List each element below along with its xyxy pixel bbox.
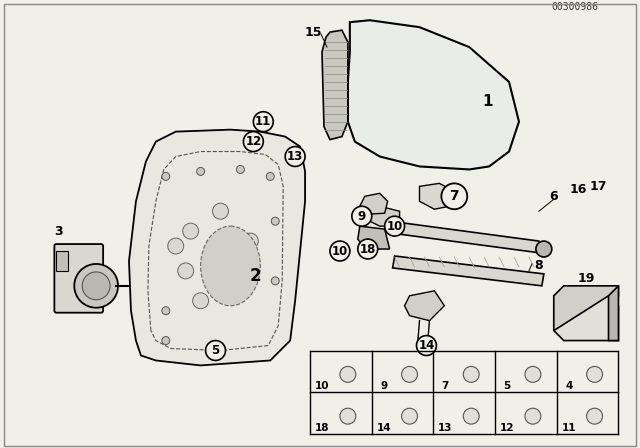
- Text: 9: 9: [380, 381, 387, 391]
- Text: 6: 6: [550, 190, 558, 203]
- Circle shape: [162, 336, 170, 345]
- Polygon shape: [392, 256, 544, 286]
- Polygon shape: [348, 20, 519, 169]
- Text: 17: 17: [590, 180, 607, 193]
- Text: 10: 10: [387, 220, 403, 233]
- Text: 1: 1: [482, 94, 492, 109]
- Text: 14: 14: [376, 423, 391, 433]
- Text: 16: 16: [570, 183, 588, 196]
- Circle shape: [417, 336, 436, 355]
- Text: 2: 2: [250, 267, 261, 285]
- Circle shape: [253, 112, 273, 132]
- Polygon shape: [360, 194, 388, 214]
- Circle shape: [525, 408, 541, 424]
- Polygon shape: [358, 226, 390, 249]
- Circle shape: [205, 340, 225, 361]
- Circle shape: [442, 183, 467, 209]
- Circle shape: [587, 408, 602, 424]
- Circle shape: [285, 146, 305, 167]
- Text: 10: 10: [315, 381, 329, 391]
- Circle shape: [330, 241, 350, 261]
- Polygon shape: [404, 291, 444, 321]
- Circle shape: [463, 366, 479, 382]
- Polygon shape: [322, 30, 348, 140]
- Circle shape: [212, 203, 228, 219]
- Polygon shape: [554, 286, 618, 331]
- Circle shape: [182, 223, 198, 239]
- Circle shape: [236, 165, 244, 173]
- Text: 10: 10: [332, 245, 348, 258]
- Circle shape: [536, 241, 552, 257]
- Text: 8: 8: [534, 259, 543, 272]
- Circle shape: [352, 206, 372, 226]
- Text: 14: 14: [419, 339, 435, 352]
- Text: 00300986: 00300986: [552, 2, 598, 12]
- Circle shape: [82, 272, 110, 300]
- Circle shape: [340, 408, 356, 424]
- Text: 3: 3: [54, 224, 63, 237]
- Circle shape: [243, 233, 259, 249]
- Polygon shape: [609, 286, 618, 340]
- Polygon shape: [554, 296, 618, 340]
- FancyBboxPatch shape: [54, 244, 103, 313]
- Circle shape: [401, 408, 417, 424]
- Circle shape: [340, 366, 356, 382]
- Polygon shape: [370, 206, 399, 226]
- Text: 12: 12: [245, 135, 262, 148]
- Text: 11: 11: [561, 423, 576, 433]
- Circle shape: [162, 172, 170, 181]
- Circle shape: [525, 366, 541, 382]
- Circle shape: [271, 217, 279, 225]
- Circle shape: [266, 172, 274, 181]
- Text: 13: 13: [287, 150, 303, 163]
- Text: 7: 7: [449, 190, 459, 203]
- Circle shape: [358, 239, 378, 259]
- Polygon shape: [129, 129, 305, 366]
- Circle shape: [178, 263, 194, 279]
- Text: 15: 15: [304, 26, 322, 39]
- Circle shape: [463, 408, 479, 424]
- Circle shape: [243, 132, 263, 151]
- Circle shape: [196, 168, 205, 176]
- Circle shape: [162, 307, 170, 314]
- Circle shape: [193, 293, 209, 309]
- Circle shape: [401, 366, 417, 382]
- Circle shape: [385, 216, 404, 236]
- Circle shape: [587, 366, 602, 382]
- Polygon shape: [390, 221, 541, 253]
- Text: 19: 19: [578, 272, 595, 285]
- Circle shape: [271, 277, 279, 285]
- Text: 18: 18: [315, 423, 329, 433]
- Text: 13: 13: [438, 423, 452, 433]
- Ellipse shape: [200, 226, 260, 306]
- Bar: [56, 251, 68, 271]
- Text: 9: 9: [358, 210, 366, 223]
- Circle shape: [168, 238, 184, 254]
- Text: 12: 12: [500, 423, 515, 433]
- Text: 18: 18: [360, 242, 376, 255]
- Text: 5: 5: [504, 381, 511, 391]
- Polygon shape: [419, 183, 454, 209]
- Text: 4: 4: [565, 381, 572, 391]
- Text: 11: 11: [255, 115, 271, 128]
- Text: 5: 5: [211, 344, 220, 357]
- Text: 7: 7: [442, 381, 449, 391]
- Circle shape: [223, 273, 239, 289]
- Circle shape: [74, 264, 118, 308]
